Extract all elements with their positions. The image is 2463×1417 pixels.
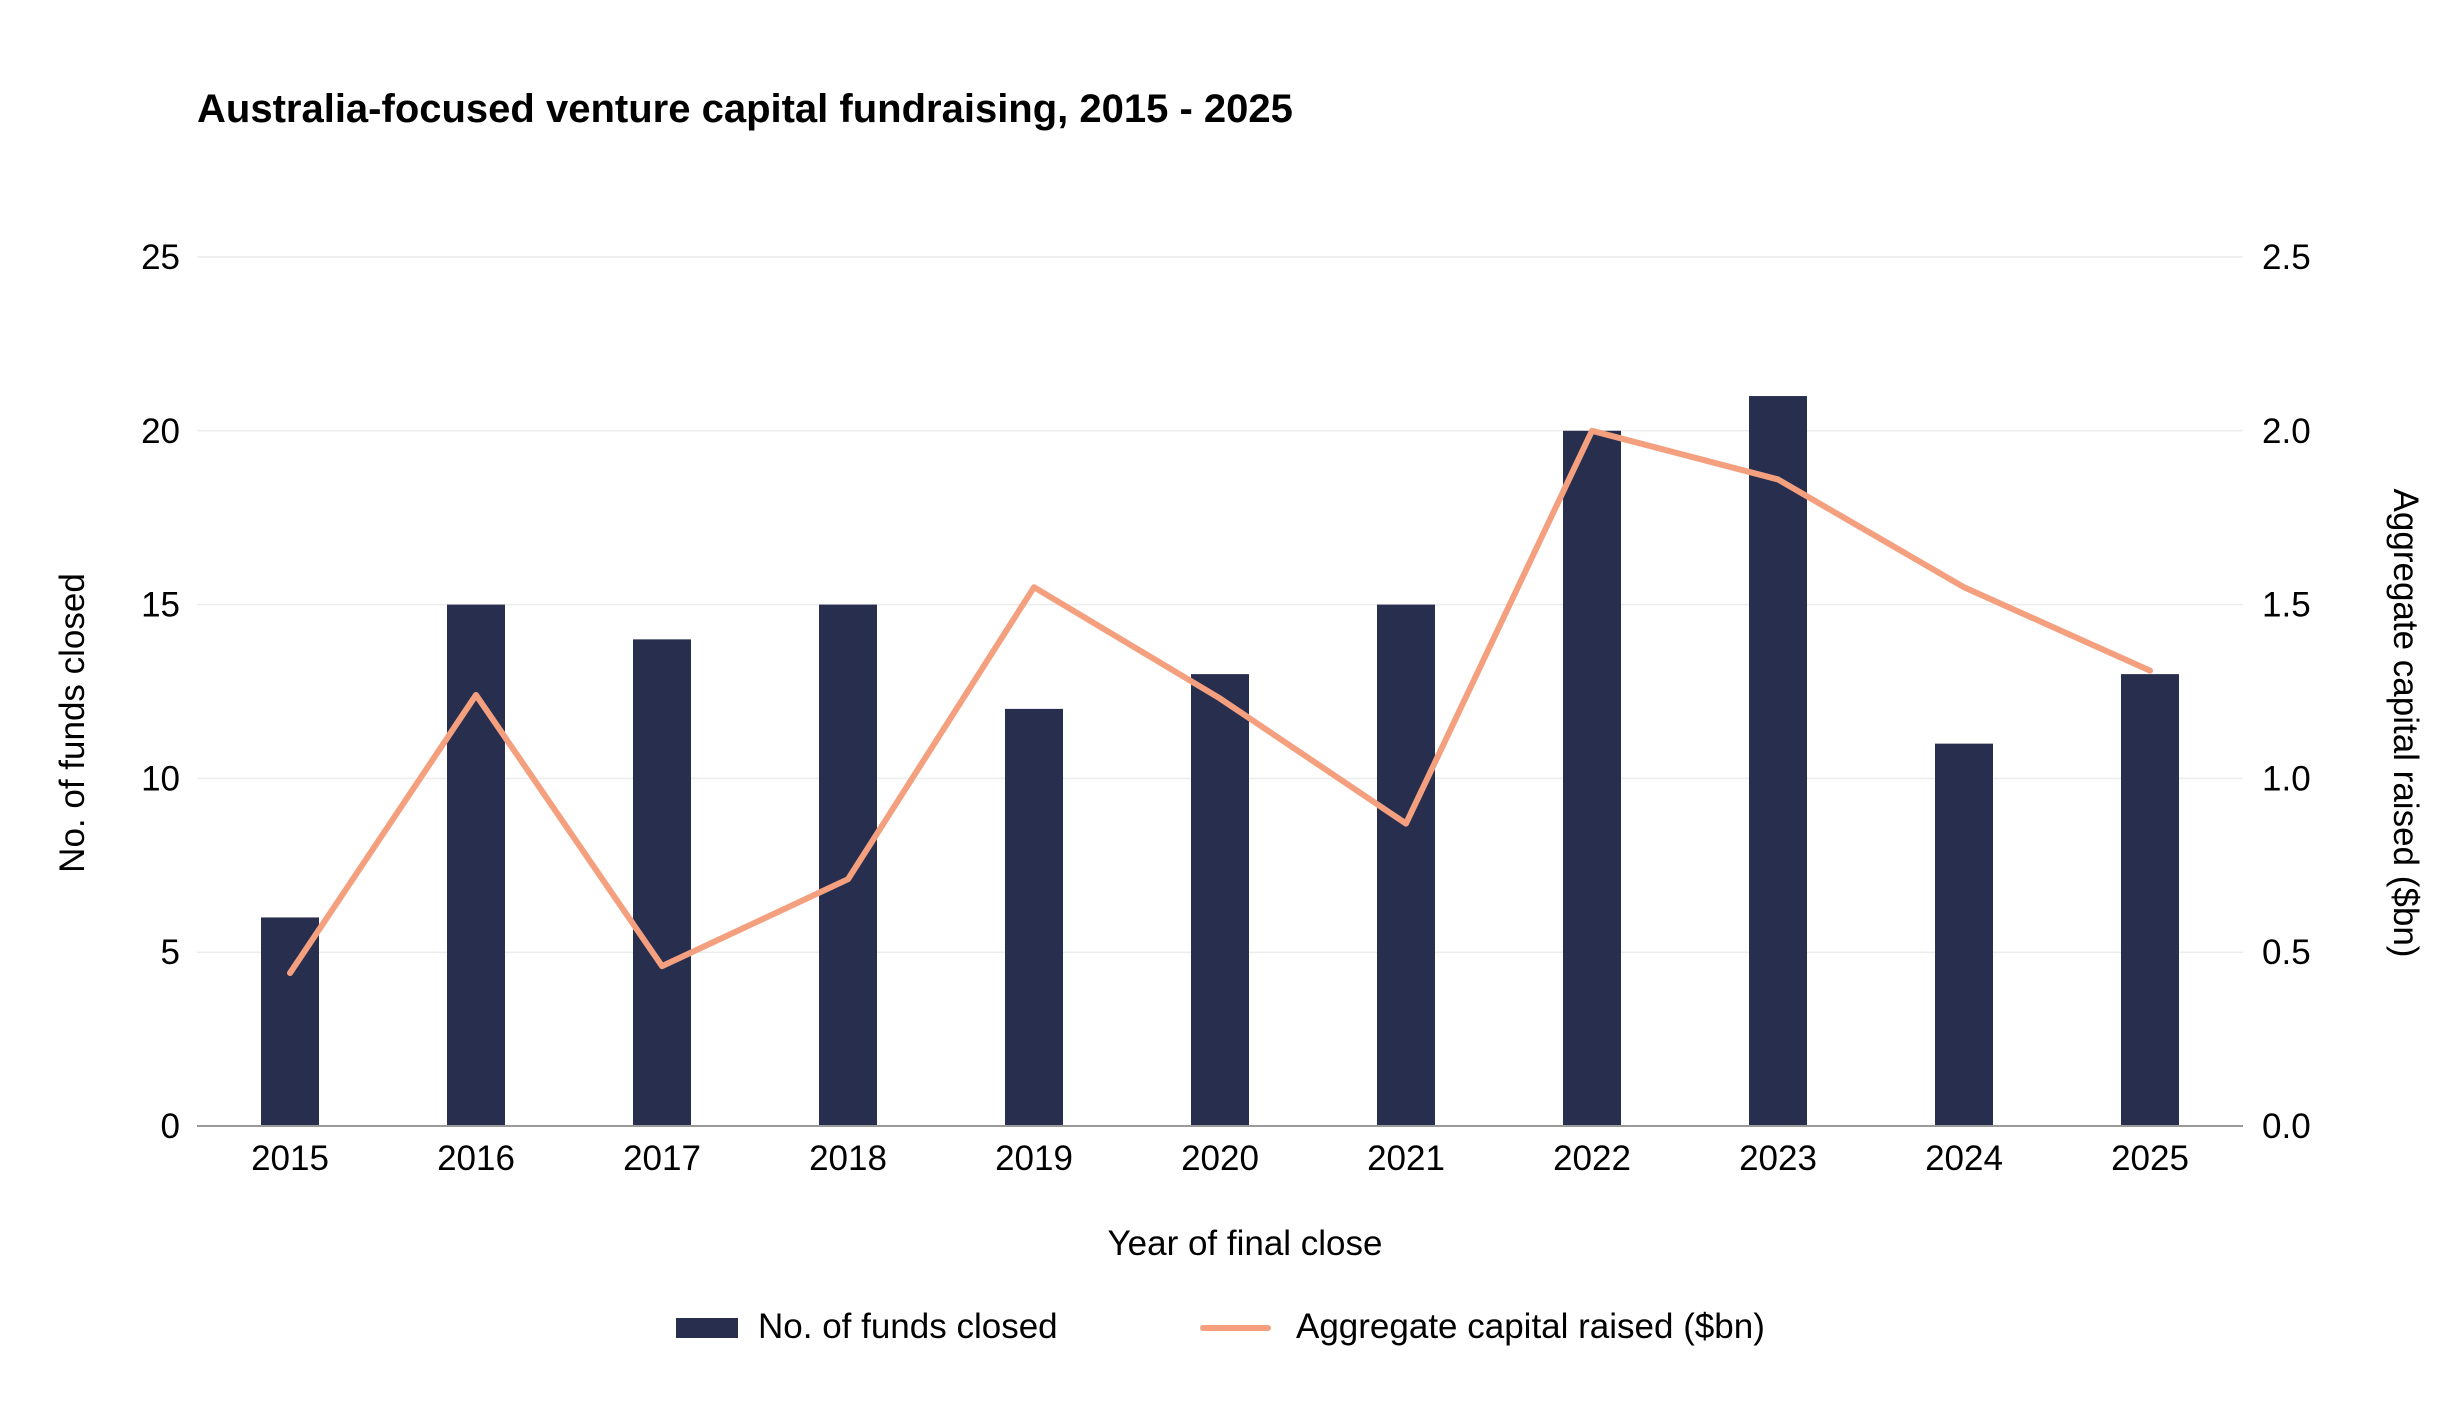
- bar: [2121, 674, 2179, 1126]
- y-tick-label: 25: [141, 238, 180, 277]
- y-axis-label: No. of funds closed: [53, 573, 92, 873]
- bar: [1935, 743, 1993, 1126]
- series-line: [287, 427, 2153, 977]
- tick-labels: 0 0.0 5 0.5 10 1.0 15 1.5 20 2.0 25 2.5 2015 2016 2017…: [141, 238, 2311, 1178]
- y-tick-label: 10: [141, 759, 180, 798]
- chart-title: Australia-focused venture capital fundra…: [197, 87, 1293, 131]
- y-tick-label: 0: [161, 1107, 180, 1146]
- x-tick-label: 2024: [1925, 1139, 2003, 1178]
- y2-tick-label: 1.5: [2262, 586, 2311, 625]
- x-tick-label: 2022: [1553, 1139, 1631, 1178]
- x-tick-label: 2021: [1367, 1139, 1445, 1178]
- bar-series: [261, 396, 2179, 1126]
- x-tick-label: 2016: [437, 1139, 515, 1178]
- bar: [447, 604, 505, 1126]
- gridlines: [197, 256, 2243, 953]
- line-series: [287, 427, 2153, 977]
- x-tick-label: 2023: [1739, 1139, 1817, 1178]
- legend-bar-label: No. of funds closed: [758, 1307, 1058, 1346]
- legend-bar-swatch: [676, 1318, 738, 1338]
- x-tick-label: 2020: [1181, 1139, 1259, 1178]
- bar: [1563, 430, 1621, 1126]
- x-tick-label: 2018: [809, 1139, 887, 1178]
- bar: [261, 917, 319, 1126]
- x-tick-label: 2019: [995, 1139, 1073, 1178]
- x-axis-label: Year of final close: [1108, 1224, 1383, 1263]
- bar: [1749, 396, 1807, 1126]
- x-tick-label: 2025: [2111, 1139, 2189, 1178]
- y2-tick-label: 0.0: [2262, 1107, 2311, 1146]
- y2-tick-label: 0.5: [2262, 933, 2311, 972]
- bar: [1191, 674, 1249, 1126]
- y-tick-label: 5: [161, 933, 180, 972]
- y-tick-label: 20: [141, 412, 180, 451]
- x-tick-label: 2015: [251, 1139, 329, 1178]
- y2-tick-label: 1.0: [2262, 759, 2311, 798]
- y2-tick-label: 2.0: [2262, 412, 2311, 451]
- bar: [633, 639, 691, 1126]
- bar: [1005, 708, 1063, 1126]
- y2-axis-label: Aggregate capital raised ($bn): [2386, 489, 2425, 958]
- x-tick-label: 2017: [623, 1139, 701, 1178]
- legend-line-label: Aggregate capital raised ($bn): [1296, 1307, 1765, 1346]
- bar: [819, 604, 877, 1126]
- y-tick-label: 15: [141, 586, 180, 625]
- bar: [1377, 604, 1435, 1126]
- legend: No. of funds closed Aggregate capital ra…: [676, 1307, 1765, 1346]
- y2-tick-label: 2.5: [2262, 238, 2311, 277]
